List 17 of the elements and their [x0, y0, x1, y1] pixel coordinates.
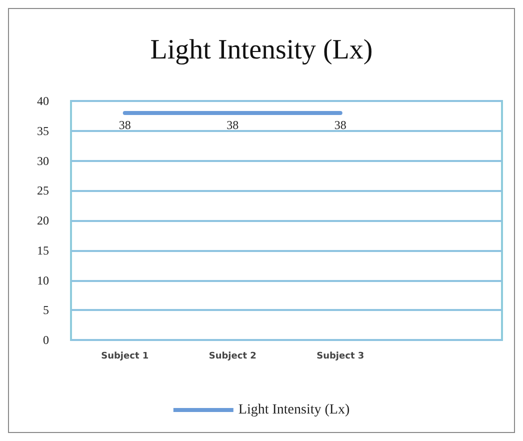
data-label: 38	[226, 118, 239, 132]
data-label: 38	[334, 118, 346, 132]
x-tick-label: Subject 1	[101, 352, 149, 362]
y-tick-label: 35	[37, 124, 49, 138]
legend-label: Light Intensity (Lx)	[238, 402, 350, 418]
y-tick-label: 0	[43, 333, 49, 347]
chart-title: Light Intensity (Lx)	[150, 34, 373, 66]
x-tick-label: Subject 3	[316, 352, 364, 362]
data-label: 38	[118, 118, 131, 132]
y-tick-label: 20	[37, 214, 49, 228]
y-tick-label: 5	[43, 303, 49, 318]
y-tick-label: 10	[37, 273, 49, 288]
y-tick-label: 25	[37, 184, 49, 198]
y-tick-label: 40	[37, 94, 49, 108]
y-tick-label: 30	[37, 154, 49, 168]
x-tick-label: Subject 2	[208, 352, 256, 362]
y-tick-label: 15	[37, 243, 49, 258]
